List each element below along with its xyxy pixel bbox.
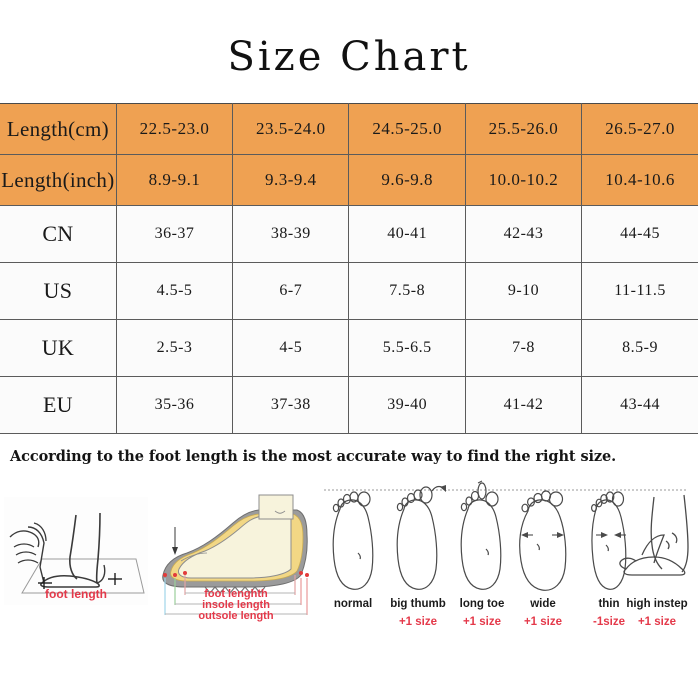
table-cell: 40-41: [348, 205, 466, 263]
table-cell: 39-40: [348, 376, 466, 434]
table-cell: 4.5-5: [115, 262, 234, 320]
foot-shape-label-long-toe: long toe: [460, 598, 505, 610]
table-cell: 4-5: [232, 319, 350, 377]
table-row: US 4.5-5 6-7 7.5-8 9-10 11-11.5: [0, 262, 698, 320]
foot-shape-adjust-high-instep: +1 size: [638, 616, 676, 628]
foot-shapes-diagram: normal big thumb long toe wide thin high…: [320, 479, 696, 649]
table-cell: 9.3-9.4: [232, 154, 350, 206]
table-cell: 7.5-8: [348, 262, 466, 320]
table-cell: 38-39: [232, 205, 350, 263]
table-cell: 43-44: [581, 376, 698, 434]
table-row: UK 2.5-3 4-5 5.5-6.5 7-8 8.5-9: [0, 319, 698, 377]
sizing-note: According to the foot length is the most…: [10, 448, 617, 465]
row-label: US: [0, 262, 117, 320]
row-label: UK: [0, 319, 117, 377]
foot-shape-adjust-thin: -1size: [593, 616, 625, 628]
foot-shape-label-thin: thin: [598, 598, 619, 610]
table-cell: 26.5-27.0: [581, 103, 698, 155]
table-cell: 5.5-6.5: [348, 319, 466, 377]
table-cell: 9-10: [464, 262, 583, 320]
table-cell: 41-42: [464, 376, 583, 434]
table-cell: 23.5-24.0: [232, 103, 350, 155]
table-cell: 44-45: [581, 205, 698, 263]
outsole-length-caption: outsole length: [198, 610, 273, 622]
row-label: Length(inch): [0, 154, 117, 206]
table-cell: 7-8: [464, 319, 583, 377]
row-label: CN: [0, 205, 117, 263]
table-cell: 42-43: [464, 205, 583, 263]
table-cell: 10.0-10.2: [464, 154, 583, 206]
row-label: EU: [0, 376, 117, 434]
table-row: EU 35-36 37-38 39-40 41-42 43-44: [0, 376, 698, 434]
foot-shape-label-normal: normal: [334, 598, 372, 610]
table-cell: 37-38: [232, 376, 350, 434]
insole-length-caption: insole length: [202, 599, 270, 611]
foot-length-caption: foot length: [45, 587, 107, 601]
foot-shape-adjust-wide: +1 size: [524, 616, 562, 628]
row-label: Length(cm): [0, 103, 117, 155]
foot-shape-label-wide: wide: [529, 598, 556, 610]
foot-shape-adjust-long-toe: +1 size: [463, 616, 501, 628]
table-row: CN 36-37 38-39 40-41 42-43 44-45: [0, 205, 698, 263]
table-cell: 9.6-9.8: [348, 154, 466, 206]
table-cell: 10.4-10.6: [581, 154, 698, 206]
table-row: Length(inch) 8.9-9.1 9.3-9.4 9.6-9.8 10.…: [0, 154, 698, 206]
foot-shape-adjust-big-thumb: +1 size: [399, 616, 437, 628]
foot-shape-label-high-instep: high instep: [626, 598, 687, 610]
foot-measure-diagram: foot length: [4, 497, 148, 605]
table-cell: 8.9-9.1: [115, 154, 234, 206]
table-cell: 2.5-3: [115, 319, 234, 377]
table-cell: 36-37: [115, 205, 234, 263]
illustration-strip: foot length: [0, 475, 698, 671]
table-cell: 25.5-26.0: [464, 103, 583, 155]
table-row: Length(cm) 22.5-23.0 23.5-24.0 24.5-25.0…: [0, 103, 698, 155]
table-cell: 11-11.5: [581, 262, 698, 320]
size-chart-table: Length(cm) 22.5-23.0 23.5-24.0 24.5-25.0…: [0, 103, 698, 434]
foot-length-caption: foot lenghth: [204, 588, 268, 600]
shoe-cross-section-diagram: foot lenghth insole length outsole lengt…: [155, 483, 317, 633]
table-cell: 22.5-23.0: [115, 103, 234, 155]
table-cell: 6-7: [232, 262, 350, 320]
table-cell: 8.5-9: [581, 319, 698, 377]
page-title: Size Chart: [227, 34, 471, 80]
table-cell: 35-36: [115, 376, 234, 434]
table-cell: 24.5-25.0: [348, 103, 466, 155]
foot-shape-label-big-thumb: big thumb: [390, 598, 446, 610]
